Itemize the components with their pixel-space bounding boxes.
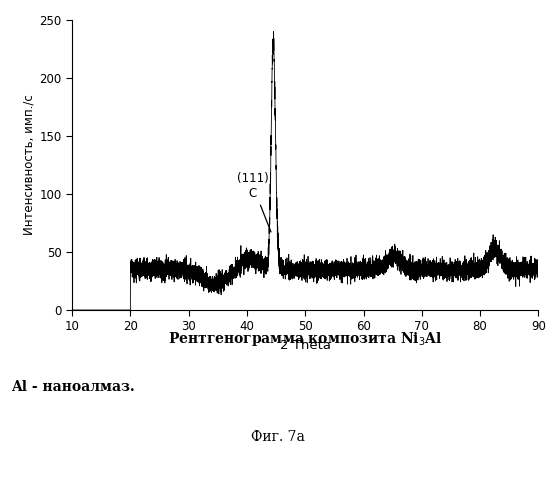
X-axis label: 2 Theta: 2 Theta [280,339,331,352]
Text: (111)
С: (111) С [237,172,271,232]
Text: Рентгенограмма композита Ni$_3$Al: Рентгенограмма композита Ni$_3$Al [168,330,442,348]
Y-axis label: Интенсивность, имп./с: Интенсивность, имп./с [22,94,36,236]
Text: Al - наноалмаз.: Al - наноалмаз. [11,380,135,394]
Text: Фиг. 7а: Фиг. 7а [250,430,305,444]
